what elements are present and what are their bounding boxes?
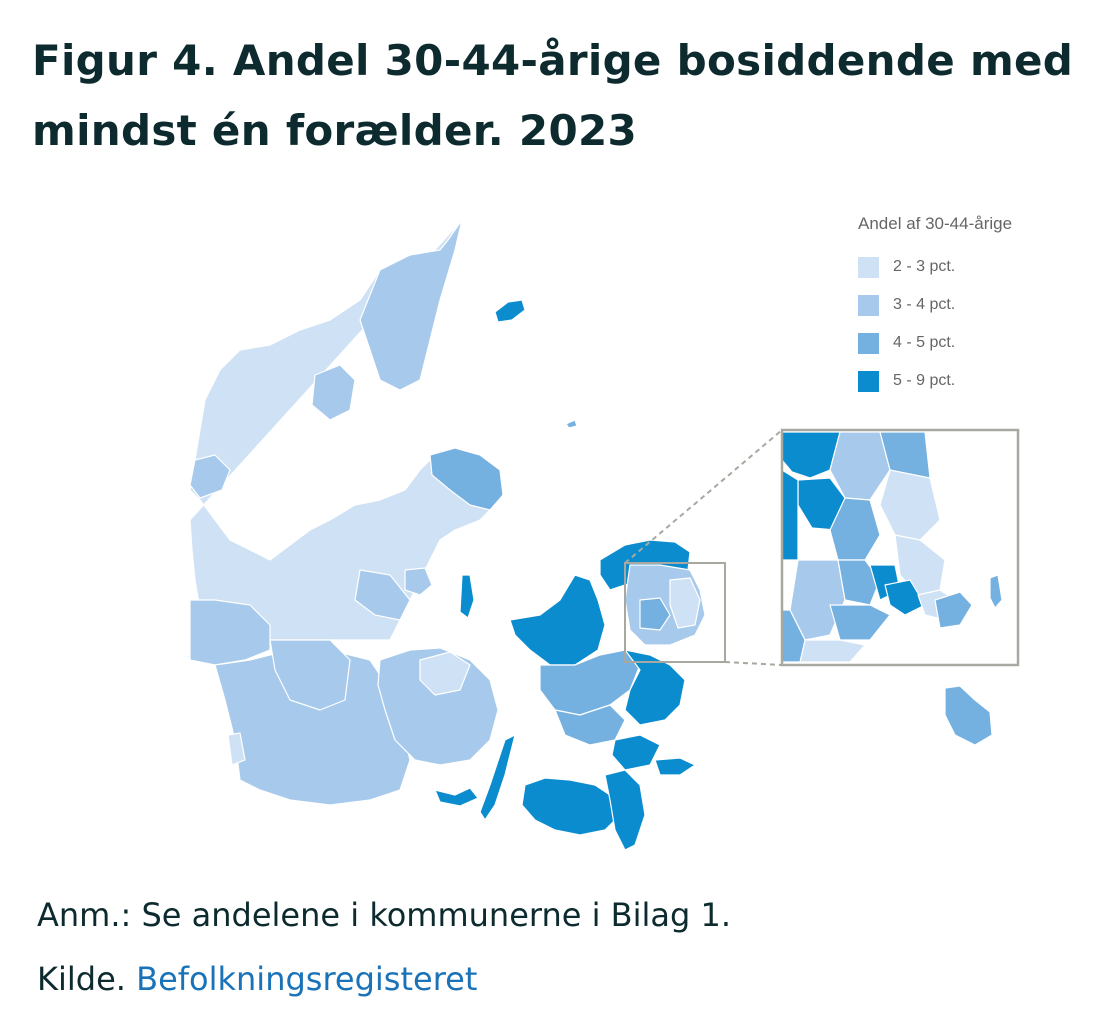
- region-north-jutland: [184, 219, 501, 661]
- region-horsens: [354, 569, 411, 621]
- region-aeroe: [434, 787, 479, 807]
- region-anholt: [565, 419, 578, 429]
- region-thisted-island: [227, 732, 246, 766]
- region-djursland: [429, 447, 504, 511]
- region-lolland: [521, 777, 621, 836]
- legend-swatch: [858, 370, 879, 392]
- region-capital-west: [639, 597, 671, 631]
- legend-swatch: [858, 256, 879, 278]
- region-vestjylland: [189, 599, 271, 666]
- inset-region-west: [781, 469, 799, 561]
- region-thy: [189, 454, 231, 499]
- region-samsoe: [459, 574, 475, 619]
- region-limfjord-east: [311, 364, 356, 421]
- region-falster: [604, 769, 646, 851]
- region-vordingborg: [611, 734, 661, 771]
- inset-source-frame: [624, 562, 726, 663]
- region-zealand-south: [554, 704, 626, 746]
- region-trekant: [269, 639, 351, 711]
- copenhagen-inset: [780, 428, 1020, 667]
- region-copenhagen-core: [669, 577, 701, 629]
- legend-swatch: [858, 294, 879, 316]
- source-link[interactable]: Befolkningsregisteret: [136, 960, 478, 998]
- inset-region-saltholm: [989, 574, 1003, 609]
- legend-label: 4 - 5 pct.: [893, 334, 956, 351]
- legend-label: 2 - 3 pct.: [893, 258, 956, 275]
- legend-swatch: [858, 332, 879, 354]
- inset-region-brondby: [829, 604, 891, 641]
- region-funen: [377, 647, 499, 766]
- legend-item: 5 - 9 pct.: [858, 362, 1088, 400]
- inset-region-amager: [934, 591, 973, 629]
- legend-label: 3 - 4 pct.: [893, 296, 956, 313]
- inset-region-ballerup: [837, 559, 881, 606]
- figure-title: Figur 4. Andel 30-44-årige bosiddende me…: [32, 36, 1074, 155]
- region-randers: [404, 567, 433, 596]
- source-prefix: Kilde.: [37, 960, 137, 998]
- region-laesoe: [494, 299, 526, 323]
- legend-item: 3 - 4 pct.: [858, 286, 1088, 324]
- region-bornholm: [944, 685, 993, 746]
- legend-item: 4 - 5 pct.: [858, 324, 1088, 362]
- legend-label: 5 - 9 pct.: [893, 372, 956, 389]
- region-moen: [654, 757, 696, 776]
- inset-frame: [780, 428, 1020, 667]
- region-langeland: [479, 734, 516, 821]
- region-funen-north: [419, 651, 471, 696]
- legend-item: 2 - 3 pct.: [858, 248, 1088, 286]
- inset-connector-bottom: [724, 661, 783, 666]
- legend-title: Andel af 30-44-årige: [858, 214, 1013, 233]
- source-line: Kilde. Befolkningsregisteret: [37, 960, 477, 998]
- inset-connector-top: [624, 429, 783, 564]
- inset-region-hvidovre: [884, 579, 926, 616]
- footnote: Anm.: Se andelene i kommunerne i Bilag 1…: [37, 896, 732, 934]
- map-legend: Andel af 30-44-årige 2 - 3 pct. 3 - 4 pc…: [858, 214, 1088, 400]
- region-north-jutland-mid: [359, 219, 463, 391]
- region-zealand-northwest: [509, 574, 606, 666]
